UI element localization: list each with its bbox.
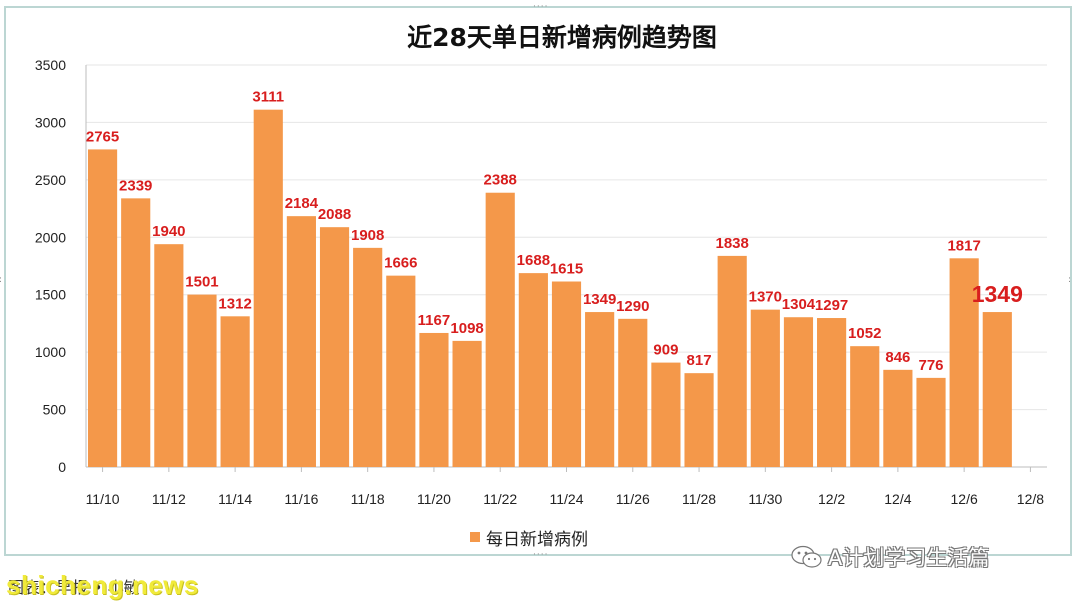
wechat-icon [791,545,822,568]
data-label: 1688 [517,252,550,269]
data-label: 1312 [218,295,251,312]
bar [651,362,681,467]
bar [618,318,648,467]
data-label: 2765 [86,128,119,145]
legend-label: 每日新增病例 [486,530,588,550]
x-tick-label: 11/30 [748,491,782,507]
y-tick-label: 2000 [35,229,66,245]
bar [949,258,979,467]
resize-handle-top[interactable]: ···· [533,2,549,12]
bar [783,317,814,467]
bars [87,109,1012,468]
bar [386,275,416,467]
data-label: 1838 [716,235,749,252]
data-label: 1615 [550,261,583,278]
data-label: 1501 [185,274,218,291]
data-label: 846 [885,349,910,366]
chart-title: 近28天单日新增病例趋势图 [407,23,717,52]
x-tick-label: 11/14 [218,491,252,507]
bar [883,369,913,467]
x-tick-label: 11/20 [417,491,451,507]
wechat-watermark-text: A计划学习生活篇 [828,546,990,570]
resize-handle-bottom[interactable]: ···· [533,550,549,560]
data-label: 1304 [782,296,816,313]
data-label: 1098 [450,320,483,337]
data-label: 1908 [351,227,384,244]
data-label: 1940 [152,223,185,240]
bar [187,294,217,467]
data-label: 3111 [252,89,284,106]
bar [518,273,548,467]
bar [684,373,714,467]
y-tick-label: 0 [58,459,66,475]
data-label: 1167 [418,312,451,329]
data-label: 1349 [583,291,616,308]
bar [817,318,847,467]
resize-handle-right[interactable]: : [1068,275,1073,285]
bar [717,255,747,467]
y-axis-ticks: 0 500 1000 1500 2000 2500 3000 3500 [35,57,66,475]
data-label: 817 [687,352,712,369]
x-tick-label: 11/28 [682,491,716,507]
bar [551,281,582,467]
legend-swatch [470,532,480,542]
bar [253,109,283,467]
bar [319,227,350,467]
bar [850,346,880,467]
y-tick-label: 3500 [35,57,66,73]
bar [585,312,615,467]
x-tick-label: 11/12 [152,491,186,507]
y-tick-label: 2500 [35,172,66,188]
data-label: 1297 [815,297,848,314]
data-label: 909 [653,342,678,359]
x-tick-label: 11/22 [483,491,517,507]
x-tick-label: 11/18 [351,491,385,507]
bar [286,216,316,467]
x-tick-label: 11/24 [550,491,584,507]
data-label: 1666 [384,255,417,272]
site-watermark: shicheng.news [6,570,199,600]
x-axis-ticks: 11/10 11/12 11/14 11/16 11/18 11/20 11/22 11/24… [86,467,1044,507]
y-tick-label: 500 [43,402,67,418]
data-label: 2184 [285,195,319,212]
bar [452,340,482,467]
bar [353,247,383,467]
bar [220,316,250,467]
x-tick-label: 12/2 [818,491,845,507]
x-tick-label: 12/4 [884,491,911,507]
y-tick-label: 3000 [35,114,66,130]
x-tick-label: 11/26 [616,491,650,507]
data-label: 1349 [972,281,1023,307]
data-label: 2388 [484,172,517,189]
y-tick-label: 1000 [35,344,66,360]
data-label: 1370 [749,289,782,306]
resize-handle-left[interactable]: : [0,276,3,292]
data-label: 776 [919,357,944,374]
wechat-watermark: A计划学习生活篇 [790,542,989,572]
bar [419,332,449,467]
bar [87,149,118,468]
data-label: 1290 [616,298,649,315]
y-tick-label: 1500 [35,287,66,303]
bar [982,312,1012,467]
x-tick-label: 11/10 [86,491,120,507]
x-tick-label: 12/8 [1017,491,1044,507]
bar [121,198,151,468]
x-tick-label: 12/6 [951,491,978,507]
data-label: 2088 [318,206,351,223]
bar [750,309,780,467]
data-label: 1817 [947,237,980,254]
bar [485,192,515,468]
legend: 每日新增病例 [470,530,588,550]
data-label: 2339 [119,177,152,194]
data-label: 1052 [848,325,881,342]
x-tick-label: 11/16 [284,491,318,507]
bar [916,377,946,467]
bar [154,244,184,467]
chart-caption: 图表：早报 • 小敏 [8,578,140,597]
